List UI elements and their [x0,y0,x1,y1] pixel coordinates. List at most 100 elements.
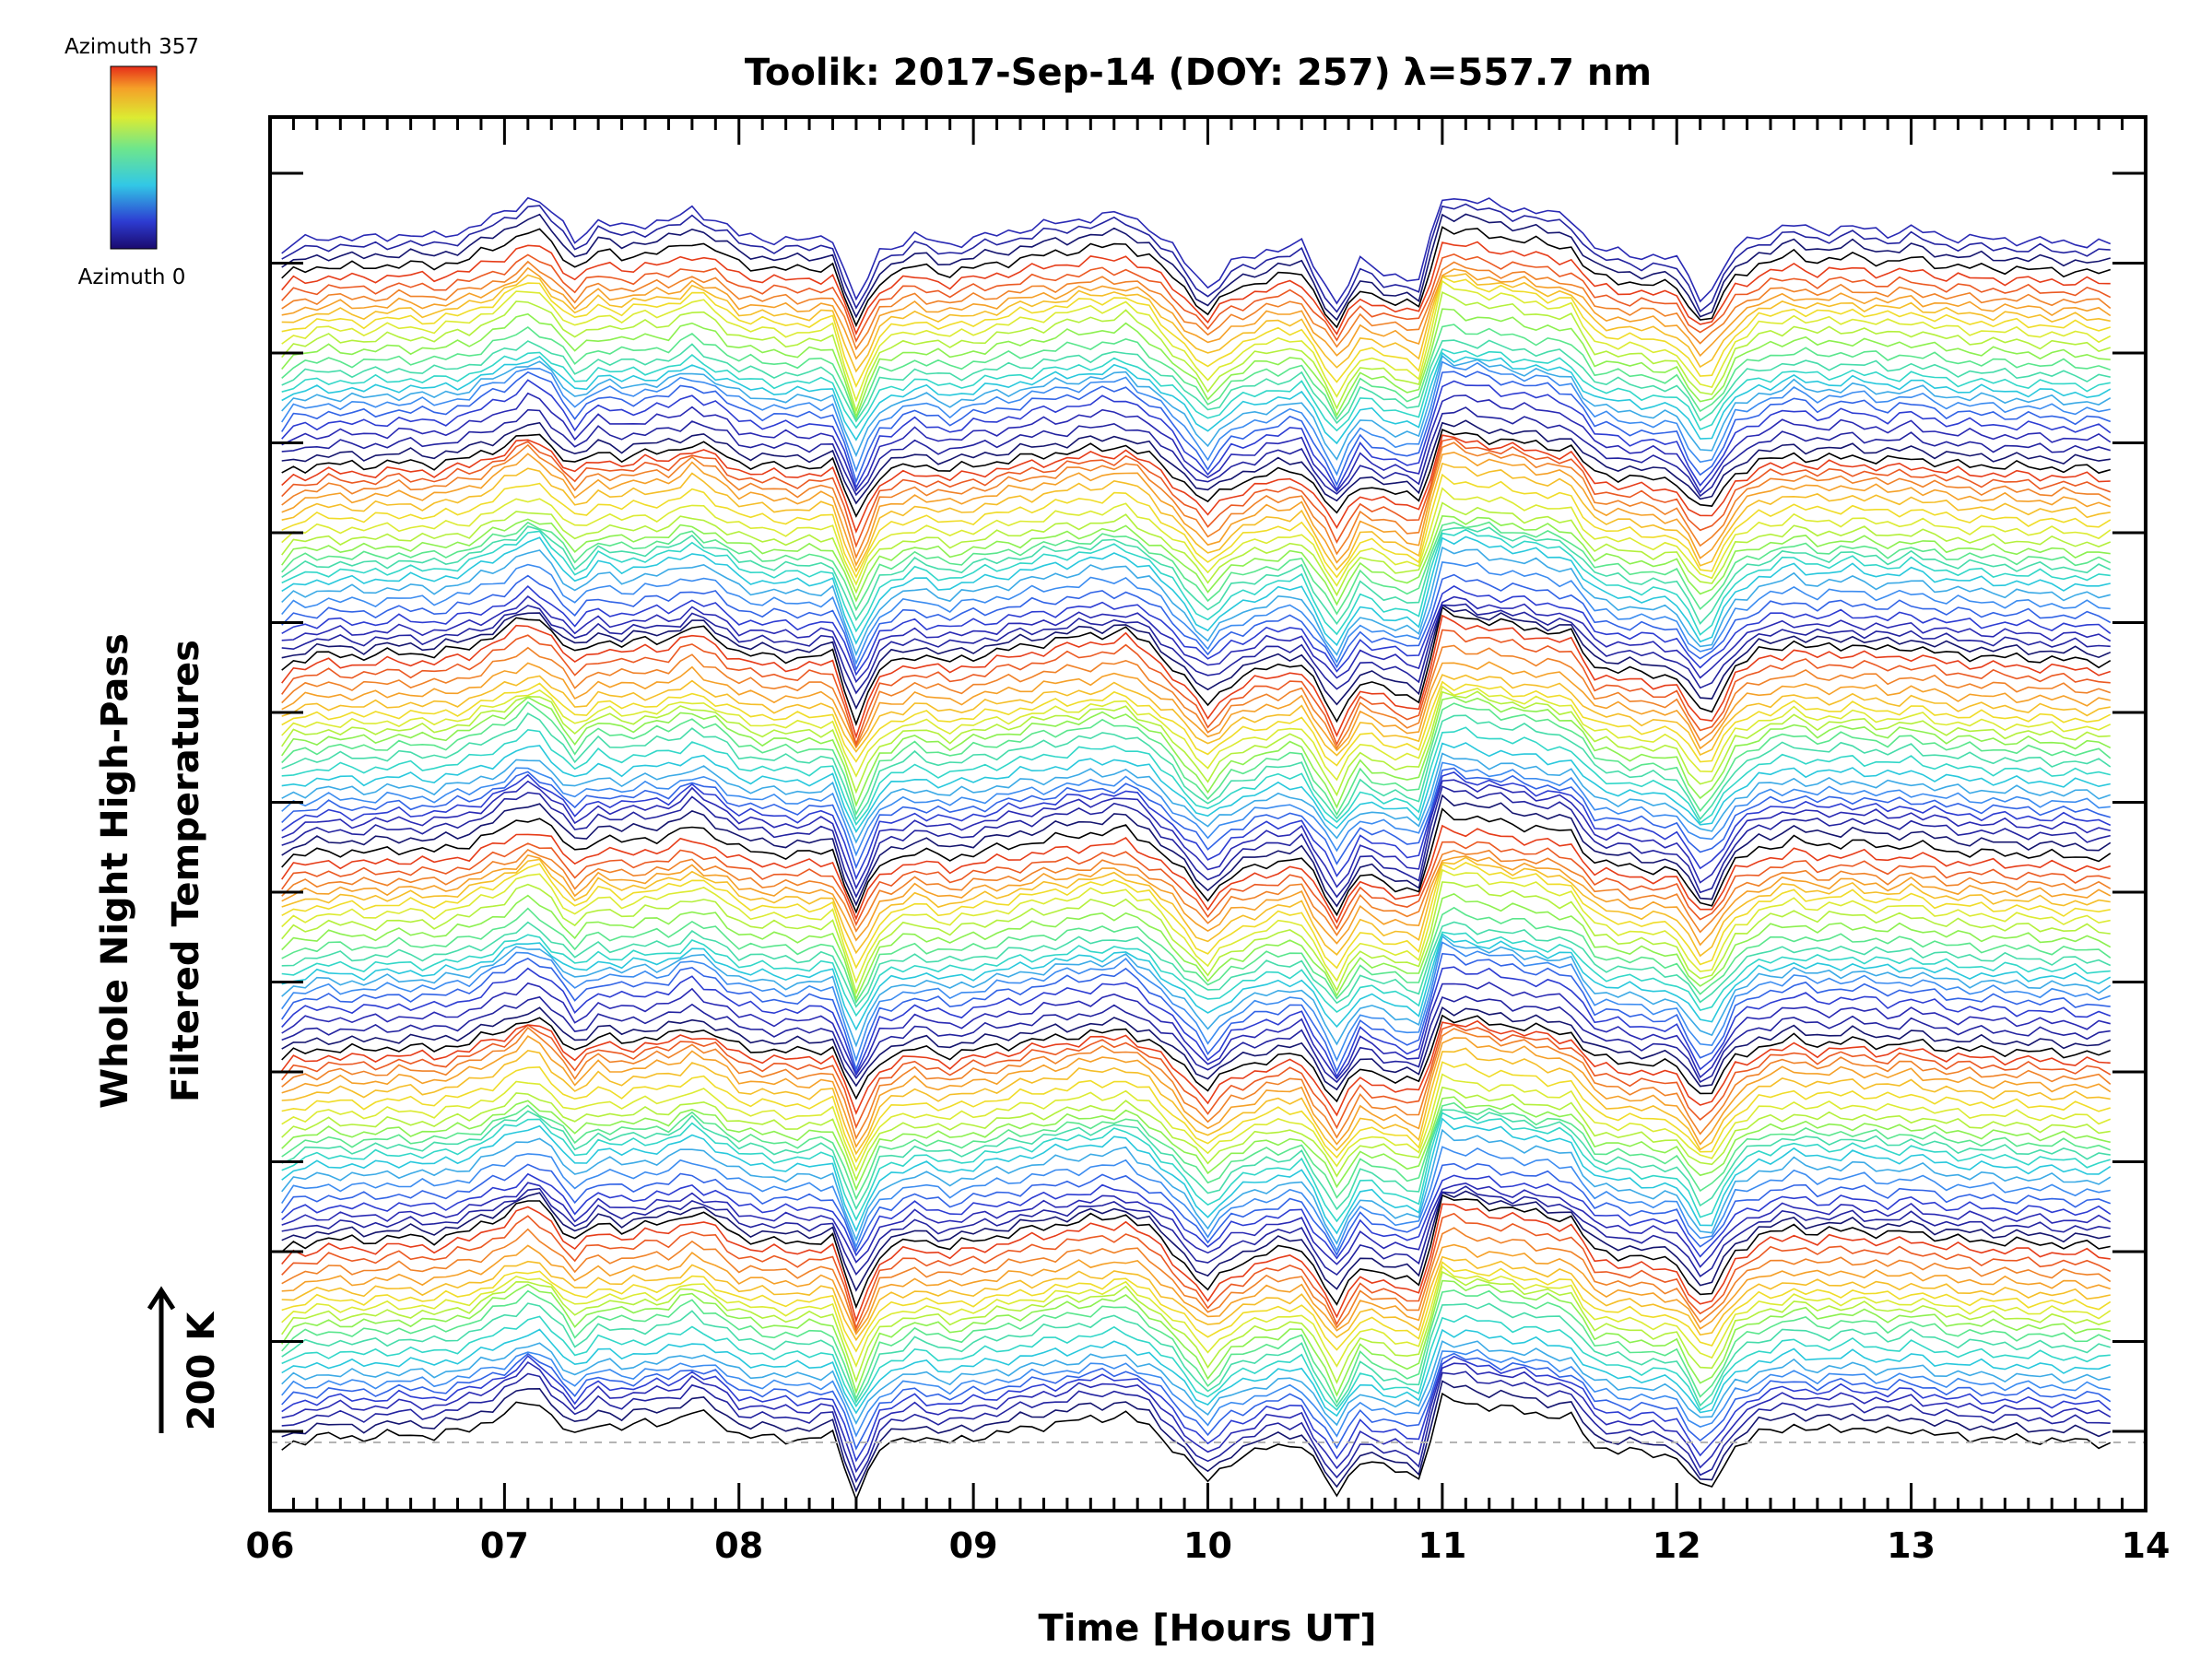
series-line-32 [281,1101,2112,1201]
series-line-34 [281,1086,2111,1182]
series-line-50 [281,933,2112,1031]
series-line-9 [281,1314,2111,1411]
x-tick-label: 12 [1653,1525,1701,1566]
series-line-49 [281,935,2112,1048]
series-line-129 [281,196,2112,305]
series-line-74 [281,700,2112,817]
series-line-28 [281,1128,2112,1245]
series-line-53 [281,906,2112,1005]
series-line-33 [281,1096,2111,1192]
series-line-80 [281,661,2111,752]
series-line-39 [281,1026,2112,1140]
series-line-57 [281,862,2111,970]
x-tick-label: 13 [1887,1525,1936,1566]
series-line-113 [281,351,2112,445]
series-line-116 [281,324,2112,421]
series-line-65 [281,785,2111,899]
scale-arrow [147,1286,176,1433]
series-line-62 [281,824,2112,924]
series-line-118 [281,291,2112,414]
axis-ticks [268,117,2147,1511]
series-line-101 [281,451,2112,568]
series-line-42 [281,1014,2112,1103]
series-line-61 [281,841,2111,931]
series-line-36 [281,1061,2112,1164]
series-line-88 [281,584,2112,677]
series-line-24 [281,1182,2112,1268]
series-line-111 [281,360,2111,477]
series-line-90 [281,561,2111,665]
series-line-59 [281,853,2112,947]
series-line-41 [281,1019,2111,1117]
series-line-12 [281,1279,2111,1397]
series-line-95 [281,521,2112,616]
series-line-82 [281,629,2111,747]
series-line-55 [281,881,2111,995]
series-line-64 [281,794,2112,908]
series-line-110 [281,371,2112,487]
series-line-81 [281,644,2112,750]
series-line-11 [281,1289,2112,1405]
series-line-20 [281,1203,2111,1324]
series-line-48 [281,941,2112,1063]
chart-title: Toolik: 2017-Sep-14 (DOY: 257) λ=557.7 n… [745,52,1652,94]
series-line-46 [281,966,2112,1078]
series-line-27 [281,1146,2111,1253]
y-axis-label-line1: Whole Night High-Pass [94,633,136,1109]
series-line-3 [281,1360,2112,1474]
series-line-126 [281,226,2112,329]
series-line-94 [281,525,2112,626]
series-line-21 [281,1194,2111,1310]
series-line-44 [281,995,2111,1084]
series-line-1 [281,1380,2112,1493]
x-tick-label: 11 [1418,1525,1466,1566]
series-line-70 [281,752,2112,844]
series-line-106 [281,419,2111,505]
series-line-56 [281,868,2111,984]
series-line-122 [281,266,2112,360]
series-line-16 [281,1255,2111,1342]
series-line-121 [281,273,2111,373]
series-line-77 [281,685,2112,782]
series-line-96 [281,514,2111,606]
series-line-86 [281,603,2111,695]
series-line-17 [281,1243,2112,1335]
series-line-68 [281,767,2112,870]
series-line-58 [281,856,2111,958]
series-line-123 [281,260,2112,351]
series-line-105 [281,429,2112,518]
series-line-117 [281,308,2111,419]
series-line-102 [281,441,2112,559]
series-line-93 [281,528,2111,636]
series-line-23 [281,1185,2111,1277]
x-tick-label: 09 [949,1525,998,1566]
series-line-45 [281,982,2111,1080]
series-line-66 [281,779,2111,890]
x-tick-label: 07 [480,1525,529,1566]
series-line-40 [281,1024,2112,1130]
series-line-75 [281,696,2112,809]
series-line-6 [281,1348,2111,1438]
series-line-124 [281,253,2112,343]
series-line-29 [281,1117,2112,1235]
series-line-13 [281,1270,2112,1384]
series-line-8 [281,1328,2112,1418]
series-line-99 [281,473,2112,579]
series-line-84 [281,606,2112,726]
series-line-67 [281,771,2112,881]
series-line-54 [281,893,2112,1001]
series-line-109 [281,379,2112,491]
series-line-26 [281,1162,2112,1257]
series-line-52 [281,921,2112,1008]
series-line-15 [281,1261,2112,1353]
series-line-22 [281,1190,2111,1292]
series-line-7 [281,1340,2112,1427]
x-tick-label: 10 [1183,1525,1232,1566]
series-line-43 [281,1006,2112,1091]
series-line-72 [281,726,2111,827]
series-line-76 [281,690,2111,797]
series-line-98 [281,487,2112,587]
series-line-120 [281,276,2112,388]
series-line-85 [281,604,2112,711]
